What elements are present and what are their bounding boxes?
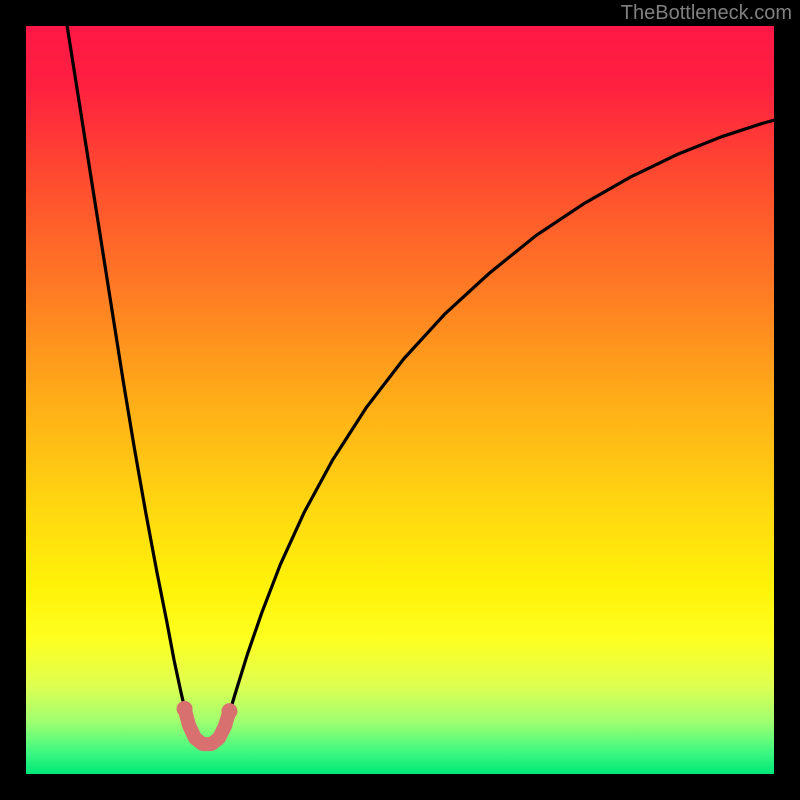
valley-marker-end-left [177, 701, 193, 717]
chart-frame: TheBottleneck.com [0, 0, 800, 800]
watermark-text: TheBottleneck.com [621, 2, 792, 25]
gradient-background [26, 26, 774, 774]
bottleneck-chart [0, 0, 800, 800]
valley-marker-end-right [221, 703, 237, 719]
